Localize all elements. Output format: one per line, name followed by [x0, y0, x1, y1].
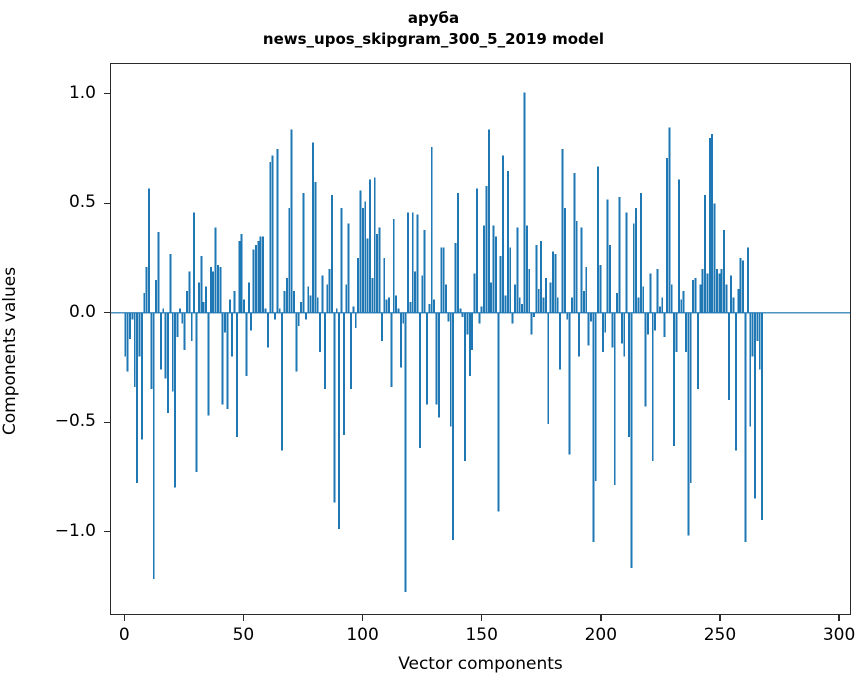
x-tick-mark: [600, 615, 602, 621]
y-tick-mark: [104, 312, 110, 314]
x-tick-label: 0: [118, 625, 130, 645]
x-tick-mark: [481, 615, 483, 621]
x-tick-label: 300: [822, 625, 856, 645]
plot-axes: [110, 63, 851, 615]
x-tick-mark: [361, 615, 364, 621]
x-axis-label: Vector components: [398, 654, 563, 674]
y-tick-mark: [104, 531, 110, 533]
y-axis-label: Components values: [0, 266, 20, 436]
bar-series: [111, 92, 850, 593]
x-tick-mark: [719, 615, 721, 621]
chart-title: аруба news_upos_skipgram_300_5_2019 mode…: [0, 8, 867, 50]
y-tick-label: 0.5: [68, 192, 96, 213]
x-tick-label: 200: [584, 625, 618, 645]
y-tick-mark: [104, 202, 110, 204]
y-tick-label: −1.0: [54, 520, 96, 541]
x-tick-label: 150: [465, 625, 498, 645]
chart-title-line-2: news_upos_skipgram_300_5_2019 model: [262, 30, 605, 48]
x-tick-label: 250: [703, 625, 737, 645]
y-tick-label: −0.5: [54, 411, 96, 432]
y-tick-label: 1.0: [68, 82, 96, 103]
y-tick-label: 0.0: [68, 301, 96, 322]
chart-title-line-1: аруба: [407, 9, 460, 27]
x-tick-label: 50: [232, 625, 255, 645]
y-tick-mark: [104, 421, 110, 423]
plot-area: [111, 64, 850, 614]
y-tick-mark: [104, 92, 110, 95]
x-tick-mark: [838, 615, 840, 621]
x-tick-mark: [123, 615, 125, 621]
x-tick-label: 100: [346, 625, 379, 645]
x-tick-mark: [242, 615, 245, 621]
